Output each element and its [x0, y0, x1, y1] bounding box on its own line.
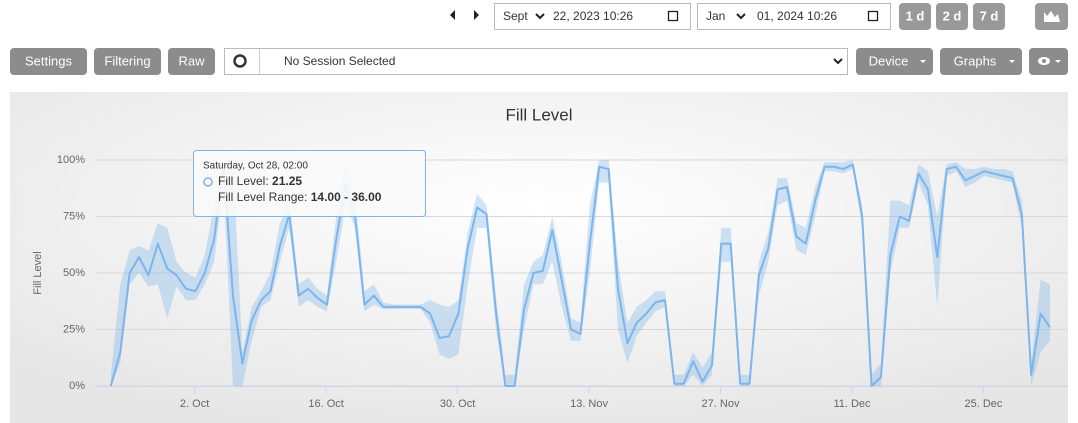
calendar-icon[interactable]	[867, 10, 879, 22]
y-tick-label: 50%	[63, 267, 85, 279]
menu-button[interactable]	[940, 48, 1022, 75]
start-date-box[interactable]	[494, 3, 691, 30]
range-button-label: 7 d	[980, 8, 999, 23]
y-tick-label: 0%	[69, 380, 85, 392]
end-date-box[interactable]	[697, 3, 891, 30]
x-tick-label: 16. Oct	[308, 398, 343, 410]
y-tick-label: 100%	[57, 154, 85, 166]
range-button[interactable]	[899, 3, 931, 30]
caret	[1055, 60, 1061, 63]
plot: 0% 25% 50% 75% 100% 2. Oct 16. Oct 30. Oct 13. N…	[57, 154, 1068, 410]
caret	[920, 60, 926, 63]
chevron	[833, 58, 843, 65]
eye-pupil	[1042, 59, 1046, 63]
control-button-label: Filtering	[104, 53, 150, 68]
y-tick-label: 25%	[63, 323, 85, 335]
tooltip-value: 21.25	[272, 174, 302, 188]
menu-button[interactable]	[856, 48, 933, 75]
chart-title: Fill Level	[505, 105, 572, 124]
menu-buttons: Device Graphs	[856, 48, 1022, 75]
chart-icon	[1044, 11, 1060, 22]
menu-button-label: Graphs	[954, 53, 997, 68]
start-date: 22, 2023 10:26	[553, 9, 633, 23]
tooltip-range-name: Fill Level Range:	[218, 190, 311, 204]
tooltip-range-line: Fill Level Range: 14.00 - 36.00	[218, 190, 382, 204]
range-area	[110, 160, 1050, 386]
tooltip-range: 14.00 - 36.00	[311, 190, 382, 204]
chart-background	[10, 92, 1068, 423]
range-button[interactable]	[973, 3, 1005, 30]
y-tick-label: 75%	[63, 210, 85, 222]
x-tick-label: 13. Nov	[570, 398, 608, 410]
line	[109, 163, 1051, 387]
y-axis-label: Fill Level	[32, 251, 44, 294]
tooltip-date: Saturday, Oct 28, 02:00	[203, 161, 308, 172]
x-tick-label: 2. Oct	[180, 398, 209, 410]
session-icon	[233, 54, 247, 68]
tooltip-name: Fill Level:	[218, 174, 272, 188]
control-button-label: Raw	[178, 53, 205, 68]
control-button[interactable]	[94, 48, 161, 75]
control-button-label: Settings	[25, 53, 72, 68]
start-month: Sept	[503, 9, 528, 23]
range-buttons: 1 d 2 d 7 d	[899, 3, 1005, 30]
session-text: No Session Selected	[284, 54, 395, 68]
tooltip	[193, 150, 426, 217]
next-arrow[interactable]	[474, 10, 479, 20]
range-button-label: 2 d	[943, 8, 962, 23]
x-tick-label: 30. Oct	[440, 398, 475, 410]
end-date: 01, 2024 10:26	[757, 9, 837, 23]
menu-button-label: Device	[869, 53, 909, 68]
chevron	[736, 13, 746, 20]
end-month: Jan	[706, 9, 725, 23]
caret	[1009, 60, 1015, 63]
range-button[interactable]	[936, 3, 968, 30]
x-tick-label: 11. Dec	[833, 398, 871, 410]
prev-arrow[interactable]	[450, 10, 455, 20]
calendar-icon[interactable]	[667, 10, 679, 22]
tooltip-marker	[203, 177, 213, 187]
chevron	[535, 13, 545, 20]
x-tick-label: 27. Nov	[702, 398, 740, 410]
control-button[interactable]	[168, 48, 215, 75]
control-buttons: Settings Filtering Raw	[10, 48, 215, 75]
tooltip-line: Fill Level: 21.25	[218, 174, 302, 188]
session-select[interactable]	[224, 48, 848, 75]
x-tick-label: 25. Dec	[965, 398, 1003, 410]
range-button-label: 1 d	[906, 8, 925, 23]
control-button[interactable]	[10, 48, 87, 75]
